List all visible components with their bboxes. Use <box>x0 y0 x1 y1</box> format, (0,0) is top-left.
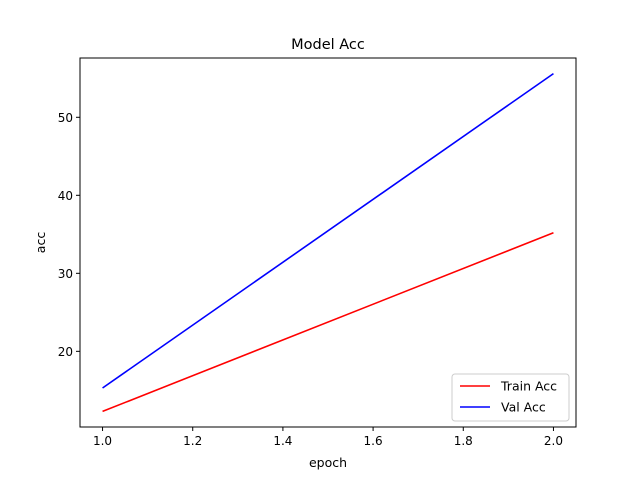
legend-label-train-acc: Train Acc <box>500 379 557 394</box>
series-line-val-acc <box>102 72 554 389</box>
y-tick-label: 20 <box>58 345 73 359</box>
legend-label-val-acc: Val Acc <box>501 400 546 415</box>
y-axis-ticks: 20 30 40 50 <box>58 111 80 359</box>
x-axis-ticks: 1.0 1.2 1.4 1.6 1.8 2.0 <box>93 427 563 448</box>
y-tick-label: 50 <box>58 111 73 125</box>
x-tick-label: 1.2 <box>183 434 202 448</box>
chart-title: Model Acc <box>291 37 365 53</box>
y-axis-label: acc <box>33 232 48 254</box>
x-axis-label: epoch <box>309 455 347 470</box>
x-tick-label: 1.0 <box>93 434 112 448</box>
axes-frame <box>79 57 577 428</box>
legend: Train Acc Val Acc <box>451 373 570 422</box>
x-tick-label: 1.4 <box>273 434 292 448</box>
y-tick-label: 40 <box>58 189 73 203</box>
plot-area <box>79 57 577 428</box>
y-tick-label: 30 <box>58 267 73 281</box>
x-tick-label: 1.6 <box>364 434 383 448</box>
x-tick-label: 1.8 <box>454 434 473 448</box>
x-tick-label: 2.0 <box>544 434 563 448</box>
series-layer <box>102 72 554 413</box>
series-line-train-acc <box>102 232 554 413</box>
